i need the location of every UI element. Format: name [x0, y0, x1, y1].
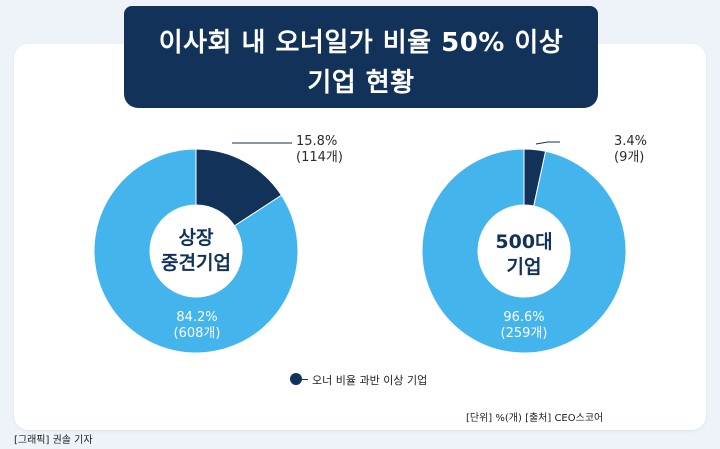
center-label-line2: 중견기업 [161, 252, 231, 274]
title-banner: 이사회 내 오너일가 비율 50% 이상 기업 현황 [124, 6, 598, 108]
slice-pct: 84.2% [176, 310, 218, 325]
center-label-line1: 상장 [178, 227, 214, 249]
slice-count: (259개) [500, 326, 548, 341]
legend-label: 오너 비율 과반 이상 기업 [312, 374, 428, 387]
donut-center-label-top500: 500대 기업 [474, 230, 574, 280]
slice-label-listed-midsize-owner: 15.8% (114개) [296, 134, 343, 166]
donut-center-label-listed-midsize: 상장 중견기업 [146, 226, 246, 276]
slice-count: (9개) [614, 150, 645, 165]
donut-hole-1 [478, 205, 570, 297]
slice-label-top500-owner: 3.4% (9개) [614, 134, 647, 166]
unit-source-note: [단위] %(개) [출처] CEO스코어 [466, 413, 604, 424]
center-label-line1: 500대 [495, 231, 553, 253]
donut-hole-0 [150, 205, 242, 297]
slice-count: (114개) [296, 150, 343, 165]
legend-line [302, 379, 308, 380]
center-label-line2: 기업 [506, 256, 542, 278]
slice-pct: 96.6% [503, 310, 545, 325]
graphic-credit: [그래픽] 권솔 기자 [14, 435, 93, 446]
donut-chart-top500 [421, 148, 627, 354]
slice-pct: 15.8% [296, 134, 338, 149]
legend-swatch [290, 373, 302, 385]
chart-title-line1: 이사회 내 오너일가 비율 50% 이상 [158, 28, 564, 58]
slice-label-listed-midsize-other: 84.2% (608개) [157, 310, 237, 342]
donut-chart-listed-midsize [93, 148, 299, 354]
chart-title-line2: 기업 현황 [307, 68, 415, 98]
slice-count: (608개) [173, 326, 221, 341]
slice-label-top500-other: 96.6% (259개) [484, 310, 564, 342]
slice-pct: 3.4% [614, 134, 648, 149]
